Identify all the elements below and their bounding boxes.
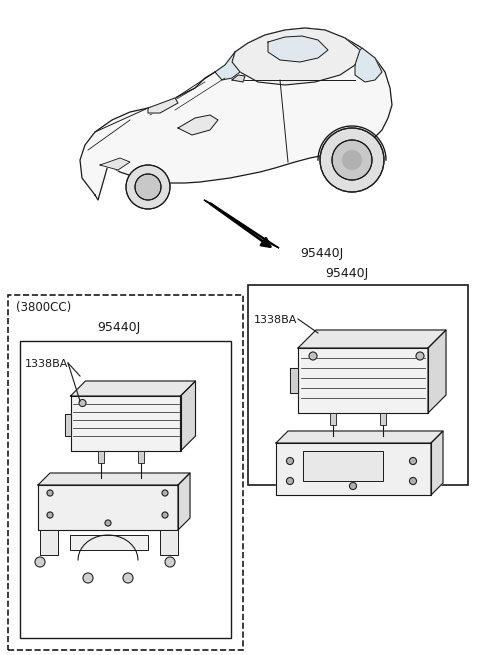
Circle shape	[162, 490, 168, 496]
Bar	[330, 413, 336, 425]
Circle shape	[287, 477, 293, 485]
Polygon shape	[80, 28, 392, 200]
Polygon shape	[215, 52, 240, 80]
Bar	[70, 535, 148, 550]
Polygon shape	[38, 485, 178, 530]
Polygon shape	[298, 348, 428, 413]
Polygon shape	[178, 473, 190, 530]
Circle shape	[332, 140, 372, 180]
Circle shape	[47, 490, 53, 496]
Text: 95440J: 95440J	[97, 321, 141, 334]
Circle shape	[126, 165, 170, 209]
Polygon shape	[71, 381, 195, 396]
Polygon shape	[178, 115, 218, 135]
Bar	[20, 341, 231, 638]
Bar	[380, 413, 386, 425]
Text: 1338BA: 1338BA	[25, 359, 68, 369]
Bar	[97, 451, 104, 463]
Circle shape	[165, 557, 175, 567]
Polygon shape	[100, 158, 130, 170]
Polygon shape	[290, 368, 298, 393]
Circle shape	[409, 477, 417, 485]
Circle shape	[105, 520, 111, 526]
Circle shape	[349, 483, 357, 489]
Text: 95440J: 95440J	[325, 267, 368, 280]
Text: 95440J: 95440J	[300, 247, 343, 260]
Circle shape	[320, 128, 384, 192]
Polygon shape	[355, 48, 382, 82]
Circle shape	[287, 457, 293, 464]
Circle shape	[416, 352, 424, 360]
Circle shape	[409, 457, 417, 464]
Polygon shape	[298, 330, 446, 348]
Polygon shape	[71, 396, 180, 451]
Bar	[303, 451, 383, 481]
Polygon shape	[64, 414, 71, 436]
Circle shape	[79, 400, 86, 407]
Bar	[8, 295, 243, 650]
Text: 1338BA: 1338BA	[254, 315, 298, 325]
Polygon shape	[204, 200, 279, 248]
Polygon shape	[232, 28, 360, 85]
Polygon shape	[428, 330, 446, 413]
Polygon shape	[268, 36, 328, 62]
Polygon shape	[232, 75, 245, 82]
Circle shape	[135, 174, 161, 200]
Circle shape	[162, 512, 168, 518]
Bar	[40, 530, 58, 555]
Text: (3800CC): (3800CC)	[16, 301, 71, 314]
Polygon shape	[276, 431, 443, 443]
Circle shape	[47, 512, 53, 518]
Polygon shape	[148, 98, 178, 113]
Bar	[160, 530, 178, 555]
Bar	[137, 451, 144, 463]
Polygon shape	[431, 431, 443, 495]
Circle shape	[123, 573, 133, 583]
Circle shape	[309, 352, 317, 360]
Circle shape	[342, 150, 362, 170]
Polygon shape	[276, 443, 431, 495]
Bar	[248, 285, 468, 485]
Polygon shape	[180, 381, 195, 451]
Polygon shape	[38, 473, 190, 485]
Circle shape	[35, 557, 45, 567]
Circle shape	[83, 573, 93, 583]
